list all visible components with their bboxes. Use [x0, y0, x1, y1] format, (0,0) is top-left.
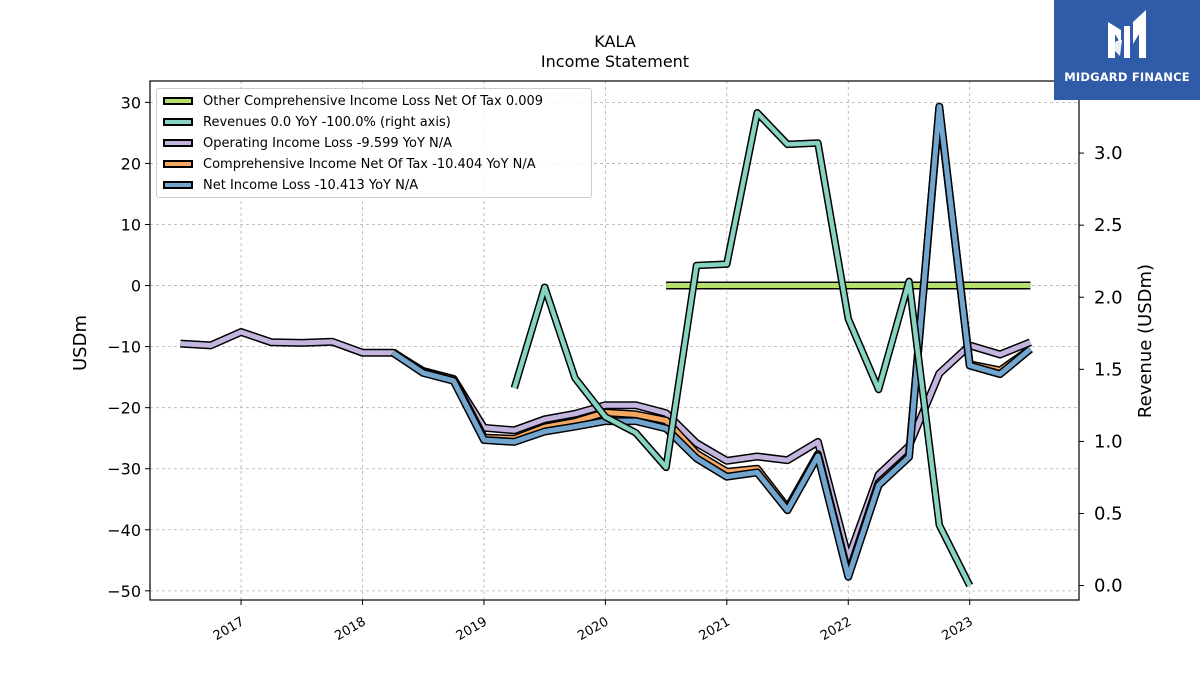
logo-text: MIDGARD FINANCE: [1064, 70, 1190, 84]
y-tick-label: −30: [107, 460, 141, 479]
y-tick-label: −20: [107, 399, 141, 418]
y2-tick-label: 2.0: [1094, 287, 1123, 308]
y-tick-label: 10: [121, 215, 141, 234]
y2-tick-label: 3.0: [1094, 143, 1123, 164]
legend-item-revenues: Revenues 0.0 YoY -100.0% (right axis): [163, 112, 451, 132]
midgard-logo-icon: [1108, 10, 1146, 58]
chart-title-block: KALA Income Statement: [415, 32, 815, 72]
x-tick-label: 2017: [211, 614, 247, 644]
legend-swatch: [163, 160, 193, 168]
legend-swatch: [163, 118, 193, 126]
legend-label: Net Income Loss -10.413 YoY N/A: [203, 177, 419, 193]
y-tick-label: 30: [121, 93, 141, 112]
legend-swatch: [163, 181, 193, 189]
series-line-net-income-loss: [391, 104, 1032, 580]
legend-label: Operating Income Loss -9.599 YoY N/A: [203, 135, 453, 151]
legend-item-other-comprehensive: Other Comprehensive Income Loss Net Of T…: [163, 91, 543, 111]
legend-item-net-income: Net Income Loss -10.413 YoY N/A: [163, 175, 418, 195]
plot-frame: [149, 80, 1080, 601]
y-tick-label: −50: [107, 582, 141, 601]
x-tick-label: 2021: [697, 614, 733, 644]
series-line-operating-income-loss: [180, 329, 1032, 561]
legend-item-comprehensive-income: Comprehensive Income Net Of Tax -10.404 …: [163, 154, 536, 174]
legend: Other Comprehensive Income Loss Net Of T…: [156, 88, 592, 198]
y-tick-label: −10: [107, 338, 141, 357]
series-line-revenues--0.0: [512, 110, 972, 587]
midgard-finance-logo: MIDGARD FINANCE: [1054, 0, 1200, 100]
legend-item-operating-income: Operating Income Loss -9.599 YoY N/A: [163, 133, 452, 153]
axes-layer: 30 20 10 0 −10 −20 −30 −40 −50 3.0 2.5 2.0 1.5 1.0 0.5…: [107, 93, 1122, 644]
y-axis-label: USDm: [70, 315, 91, 371]
legend-swatch: [163, 97, 193, 105]
x-tick-label: 2020: [575, 614, 611, 644]
y-tick-label: −40: [107, 521, 141, 540]
y2-axis-label: Revenue (USDm): [1135, 264, 1156, 418]
y2-tick-label: 1.5: [1094, 359, 1123, 380]
legend-label: Comprehensive Income Net Of Tax -10.404 …: [203, 156, 536, 172]
chart-title: KALA: [594, 32, 636, 51]
x-tick-label: 2022: [818, 614, 854, 644]
x-tick-label: 2019: [454, 614, 490, 644]
legend-swatch: [163, 139, 193, 147]
legend-label: Other Comprehensive Income Loss Net Of T…: [203, 93, 544, 109]
y2-tick-label: 0.5: [1094, 504, 1123, 525]
series-layer: [180, 102, 1033, 588]
legend-label: Revenues 0.0 YoY -100.0% (right axis): [203, 114, 451, 130]
y2-tick-label: 1.0: [1094, 431, 1123, 452]
y2-tick-label: 2.5: [1094, 215, 1123, 236]
y-tick-label: 20: [121, 154, 141, 173]
x-tick-label: 2023: [940, 614, 976, 644]
chart-subtitle: Income Statement: [540, 52, 690, 71]
x-tick-label: 2018: [332, 614, 368, 644]
y-tick-label: 0: [131, 277, 141, 296]
y2-tick-label: 0.0: [1094, 576, 1123, 597]
